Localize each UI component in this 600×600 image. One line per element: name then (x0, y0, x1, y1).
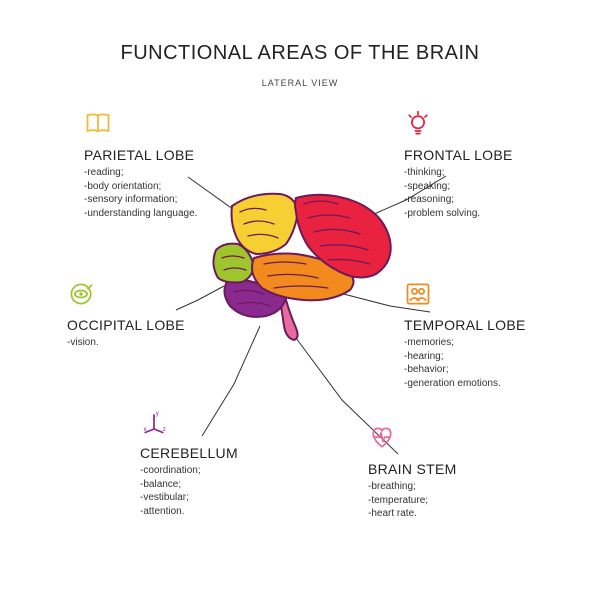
function-item: generation emotions. (404, 377, 526, 391)
book-icon (84, 110, 197, 143)
region-brainstem: BRAIN STEM breathing;temperature;heart ra… (368, 424, 457, 521)
axes-icon: x y z (140, 408, 238, 441)
function-list: coordination;balance;vestibular;attentio… (140, 464, 238, 518)
region-name: PARIETAL LOBE (84, 147, 197, 163)
function-item: vision. (67, 336, 185, 350)
svg-text:z: z (163, 426, 166, 433)
function-item: speaking; (404, 180, 513, 194)
function-item: memories; (404, 336, 526, 350)
region-name: CEREBELLUM (140, 445, 238, 461)
function-item: hearing; (404, 350, 526, 364)
eye-icon (67, 280, 185, 313)
function-item: understanding language. (84, 207, 197, 221)
region-name: BRAIN STEM (368, 461, 457, 477)
function-item: temperature; (368, 494, 457, 508)
region-occipital: OCCIPITAL LOBE vision. (67, 280, 185, 350)
function-list: thinking;speaking;reasoning;problem solv… (404, 166, 513, 220)
function-item: reading; (84, 166, 197, 180)
function-item: vestibular; (140, 491, 238, 505)
function-item: behavior; (404, 363, 526, 377)
function-item: coordination; (140, 464, 238, 478)
function-list: vision. (67, 336, 185, 350)
region-parietal: PARIETAL LOBE reading;body orientation;se… (84, 110, 197, 220)
region-temporal: TEMPORAL LOBE memories;hearing;behavior;g… (404, 280, 526, 390)
function-list: reading;body orientation;sensory informa… (84, 166, 197, 220)
function-item: sensory information; (84, 193, 197, 207)
heart-icon (368, 424, 457, 457)
function-list: breathing;temperature;heart rate. (368, 480, 457, 521)
function-item: breathing; (368, 480, 457, 494)
function-item: body orientation; (84, 180, 197, 194)
bulb-icon (404, 110, 513, 143)
region-name: FRONTAL LOBE (404, 147, 513, 163)
brain-diagram (208, 188, 398, 343)
function-item: reasoning; (404, 193, 513, 207)
region-cerebellum: x y z CEREBELLUM coordination;balance;vestib… (140, 408, 238, 518)
function-item: problem solving. (404, 207, 513, 221)
svg-text:y: y (156, 410, 160, 417)
function-list: memories;hearing;behavior;generation emo… (404, 336, 526, 390)
function-item: balance; (140, 478, 238, 492)
svg-text:x: x (144, 426, 147, 433)
people-icon (404, 280, 526, 313)
region-name: TEMPORAL LOBE (404, 317, 526, 333)
function-item: heart rate. (368, 507, 457, 521)
region-frontal: FRONTAL LOBE thinking;speaking;reasoning;… (404, 110, 513, 220)
function-item: attention. (140, 505, 238, 519)
function-item: thinking; (404, 166, 513, 180)
region-name: OCCIPITAL LOBE (67, 317, 185, 333)
